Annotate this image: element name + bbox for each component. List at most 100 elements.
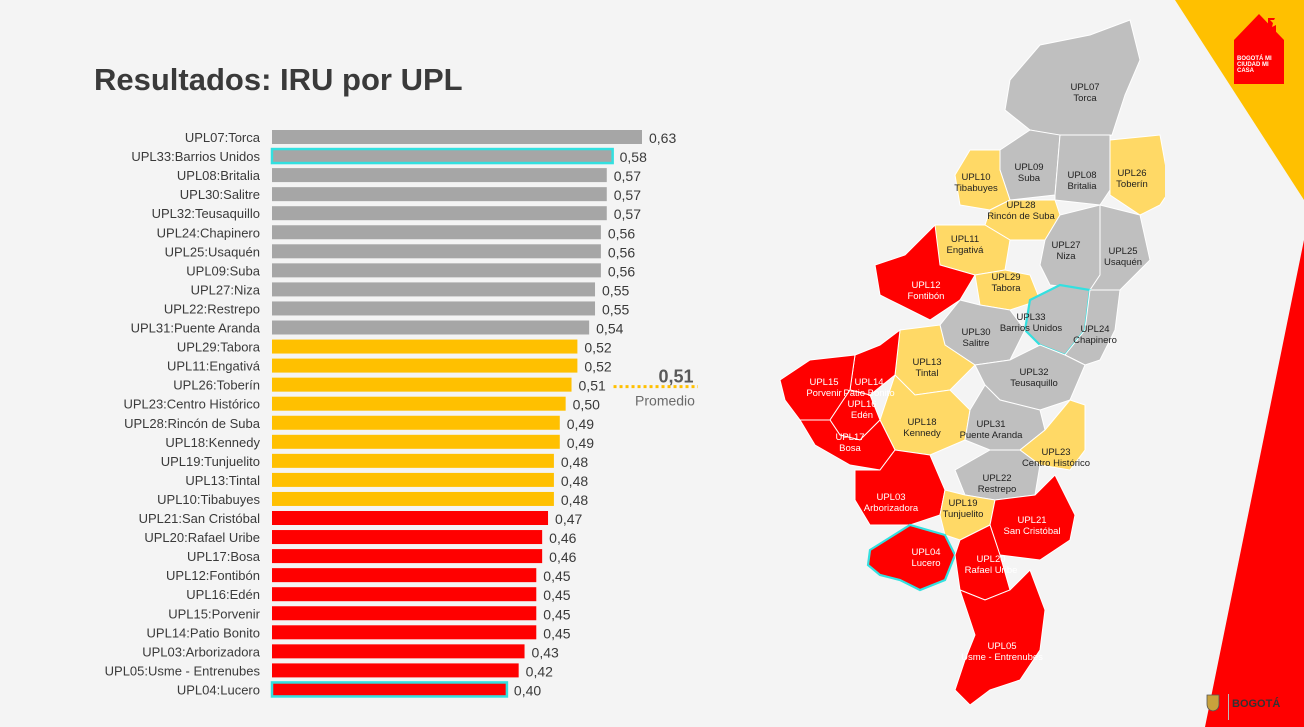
- bar: [272, 263, 601, 278]
- category-label: UPL29:Tabora: [177, 340, 261, 355]
- average-label: Promedio: [635, 393, 695, 409]
- value-label: 0,56: [608, 244, 635, 260]
- bar: [272, 168, 607, 183]
- map-region: [874, 223, 976, 321]
- map-region-name: Engativá: [947, 245, 985, 256]
- map-region-name: Puente Aranda: [960, 430, 1024, 441]
- category-label: UPL23:Centro Histórico: [123, 397, 260, 412]
- bar: [272, 549, 543, 564]
- value-label: 0,48: [561, 492, 588, 508]
- map-region-name: Porvenir: [806, 388, 841, 399]
- bar: [272, 415, 560, 430]
- value-label: 0,52: [584, 340, 611, 356]
- map-region-name: Tunjuelito: [943, 509, 984, 520]
- category-label: UPL18:Kennedy: [165, 435, 260, 450]
- bar: [272, 301, 596, 316]
- map-region-code: UPL13: [912, 357, 941, 368]
- map-region-name: Lucero: [911, 558, 940, 569]
- map-region-code: UPL26: [1117, 168, 1146, 179]
- map-region-code: UPL18: [907, 417, 936, 428]
- map-region-code: UPL28: [1006, 200, 1035, 211]
- map-region-name: Niza: [1056, 251, 1076, 262]
- bar: [272, 644, 525, 659]
- bar: [272, 511, 549, 525]
- bar: [272, 282, 596, 297]
- category-label: UPL19:Tunjuelito: [161, 454, 260, 469]
- category-label: UPL30:Salitre: [180, 187, 260, 202]
- value-label: 0,43: [532, 644, 559, 660]
- logo-text: BOGOTÁ MI CIUDAD MI CASA: [1237, 56, 1272, 74]
- map-region-code: UPL29: [991, 272, 1020, 283]
- map-region-code: UPL11: [951, 234, 979, 245]
- map-region-code: UPL20: [976, 554, 1005, 565]
- map-region-name: Teusaquillo: [1010, 378, 1058, 389]
- category-label: UPL25:Usaquén: [165, 244, 260, 259]
- map-region-code: UPL03: [876, 492, 905, 503]
- bar: [272, 434, 560, 449]
- category-label: UPL33:Barrios Unidos: [131, 149, 260, 164]
- bar: [272, 187, 607, 202]
- map-region-name: Centro Histórico: [1022, 458, 1090, 469]
- category-label: UPL13:Tintal: [185, 473, 260, 488]
- bar: [272, 663, 519, 678]
- map-region: [954, 149, 1011, 211]
- bar: [272, 206, 607, 221]
- average-value: 0,51: [658, 367, 693, 387]
- category-label: UPL07:Torca: [185, 130, 261, 145]
- category-label: UPL16:Edén: [186, 587, 260, 602]
- bar: [272, 453, 554, 468]
- category-label: UPL26:Toberín: [173, 378, 260, 393]
- map-region: [799, 419, 896, 471]
- map-region-code: UPL07: [1070, 82, 1099, 93]
- bar: [272, 244, 601, 259]
- map-region-code: UPL09: [1014, 162, 1043, 173]
- map-region-code: UPL23: [1041, 447, 1070, 458]
- value-label: 0,50: [573, 397, 600, 413]
- category-label: UPL24:Chapinero: [157, 225, 260, 240]
- map-region-name: Britalia: [1067, 181, 1097, 192]
- category-label: UPL22:Restrepo: [164, 301, 260, 316]
- bar: [272, 130, 642, 144]
- category-label: UPL08:Britalia: [177, 168, 261, 183]
- footer-brand: BOGOTÁ: [1232, 698, 1281, 710]
- bar: [272, 530, 543, 545]
- map-region-name: Fontibón: [908, 291, 945, 302]
- value-label: 0,57: [614, 168, 641, 184]
- map-region-name: Restrepo: [978, 484, 1017, 495]
- value-label: 0,54: [596, 321, 623, 337]
- map-region-code: UPL31: [976, 419, 1005, 430]
- map-region-code: UPL32: [1019, 367, 1048, 378]
- value-label: 0,49: [567, 435, 594, 451]
- map-region-name: Rincón de Suba: [987, 211, 1055, 222]
- map-region-code: UPL15: [809, 377, 838, 388]
- map-region-name: Usme - Entrenubes: [961, 652, 1043, 663]
- value-label: 0,63: [649, 130, 676, 146]
- bar-chart: UPL07:Torca 0,63 UPL33:Barrios Unidos 0,58 U…: [105, 130, 698, 698]
- map-region-name: Edén: [851, 410, 873, 421]
- category-label: UPL09:Suba: [186, 263, 260, 278]
- map-region-code: UPL10: [961, 172, 990, 183]
- category-label: UPL15:Porvenir: [168, 606, 260, 621]
- bar: [272, 587, 537, 602]
- value-label: 0,57: [614, 187, 641, 203]
- map-region: [1109, 134, 1165, 216]
- value-label: 0,45: [543, 587, 570, 603]
- map-region-name: Rafael Uribe: [965, 565, 1018, 576]
- map-region-code: UPL27: [1051, 240, 1080, 251]
- category-label: UPL21:San Cristóbal: [139, 511, 261, 526]
- map-region-code: UPL12: [911, 280, 940, 291]
- map-region-code: UPL08: [1067, 170, 1096, 181]
- map-region-code: UPL04: [911, 547, 940, 558]
- value-label: 0,46: [549, 549, 576, 565]
- category-label: UPL11:Engativá: [167, 359, 261, 374]
- bar: [272, 606, 537, 621]
- category-label: UPL05:Usme - Entrenubes: [105, 663, 261, 678]
- value-label: 0,48: [561, 454, 588, 470]
- map-region-code: UPL16: [847, 399, 876, 410]
- bar: [272, 491, 554, 506]
- bar: [272, 396, 566, 411]
- map-region: [1064, 289, 1121, 366]
- value-label: 0,40: [514, 682, 541, 698]
- map-region-code: UPL30: [961, 327, 990, 338]
